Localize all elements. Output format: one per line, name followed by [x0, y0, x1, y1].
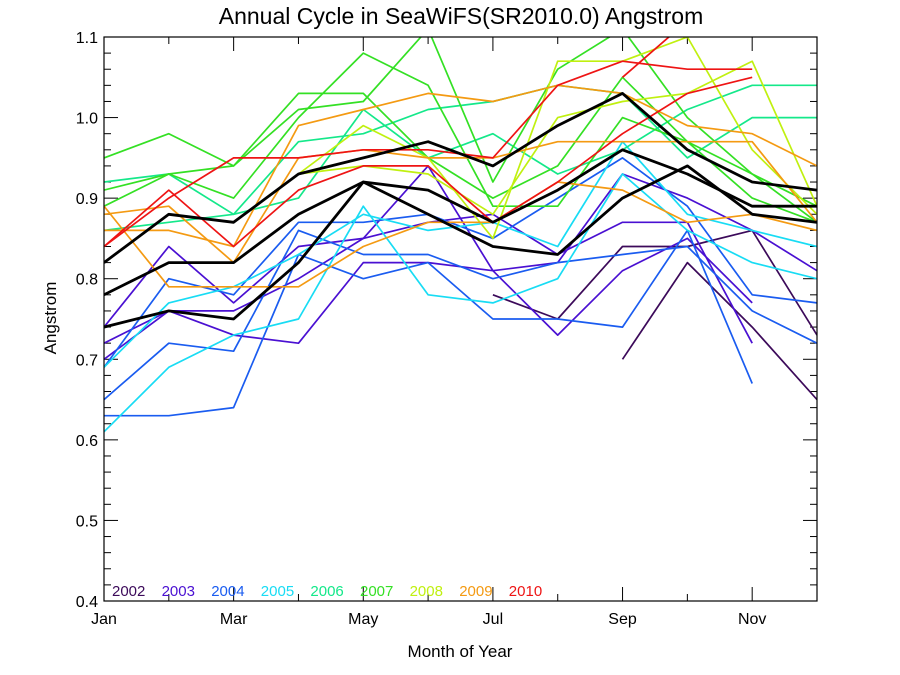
series-line-2005: [104, 140, 817, 368]
x-tick-label: Jan: [91, 611, 117, 628]
series-line-mean: [104, 148, 817, 297]
legend-item-2005: 2005: [261, 583, 294, 600]
series-line-2007: [104, 76, 817, 223]
y-tick-label: 1.1: [76, 30, 98, 47]
series-line-2010: [104, 76, 753, 248]
series-line-2007: [104, 37, 817, 207]
series-line-2004: [104, 229, 753, 417]
series-line-2007: [104, 52, 817, 224]
x-tick-label: Nov: [738, 611, 766, 628]
series-line-2009: [104, 84, 817, 248]
series-line-2002: [492, 229, 817, 336]
series-line-2008: [298, 60, 817, 216]
legend-item-2003: 2003: [162, 583, 195, 600]
legend-item-2009: 2009: [459, 583, 492, 600]
series-line-2004: [104, 229, 817, 401]
legend-item-2006: 2006: [310, 583, 343, 600]
series-line-2002: [621, 261, 817, 401]
y-tick-label: 0.9: [76, 191, 98, 208]
chart-title: Annual Cycle in SeaWiFS(SR2010.0) Angstr…: [219, 3, 704, 29]
legend: 2002 2003 2004 2005 2006 2007 2008 2009 2010: [112, 583, 542, 600]
x-tick-label: May: [348, 611, 378, 628]
legend-item-2004: 2004: [211, 583, 244, 600]
tick-labels: 0.4 0.5 0.6 0.7 0.8 0.9 1.0 1.1 Jan Mar May Jul Sep N…: [76, 30, 767, 628]
series-lines: [104, 37, 817, 433]
series-line-2008: [297, 37, 817, 240]
y-tick-label: 0.8: [76, 272, 98, 289]
legend-item-2008: 2008: [410, 583, 443, 600]
series-line-mean: [104, 92, 817, 264]
series-line-2003: [104, 165, 817, 360]
series-line-2010: [104, 60, 753, 248]
y-tick-label: 1.0: [76, 111, 98, 128]
y-tick-label: 0.5: [76, 513, 98, 530]
legend-item-2010: 2010: [509, 583, 542, 600]
y-axis-label: Angstrom: [41, 282, 60, 355]
x-tick-label: Jul: [483, 611, 503, 628]
series-line-2010: [621, 37, 671, 78]
series-line-2005: [104, 173, 817, 433]
series-line-2009: [104, 181, 817, 288]
y-tick-label: 0.7: [76, 352, 98, 369]
axis-ticks: [103, 36, 817, 602]
x-tick-label: Mar: [220, 611, 248, 628]
series-line-2009: [104, 140, 817, 264]
y-tick-label: 0.6: [76, 433, 98, 450]
legend-item-2002: 2002: [112, 583, 145, 600]
y-tick-label: 0.4: [76, 594, 98, 611]
plot-area-frame: [103, 36, 818, 602]
x-axis-label: Month of Year: [408, 642, 513, 661]
x-tick-label: Sep: [608, 611, 637, 628]
legend-item-2007: 2007: [360, 583, 393, 600]
series-line-mean: [104, 164, 817, 329]
